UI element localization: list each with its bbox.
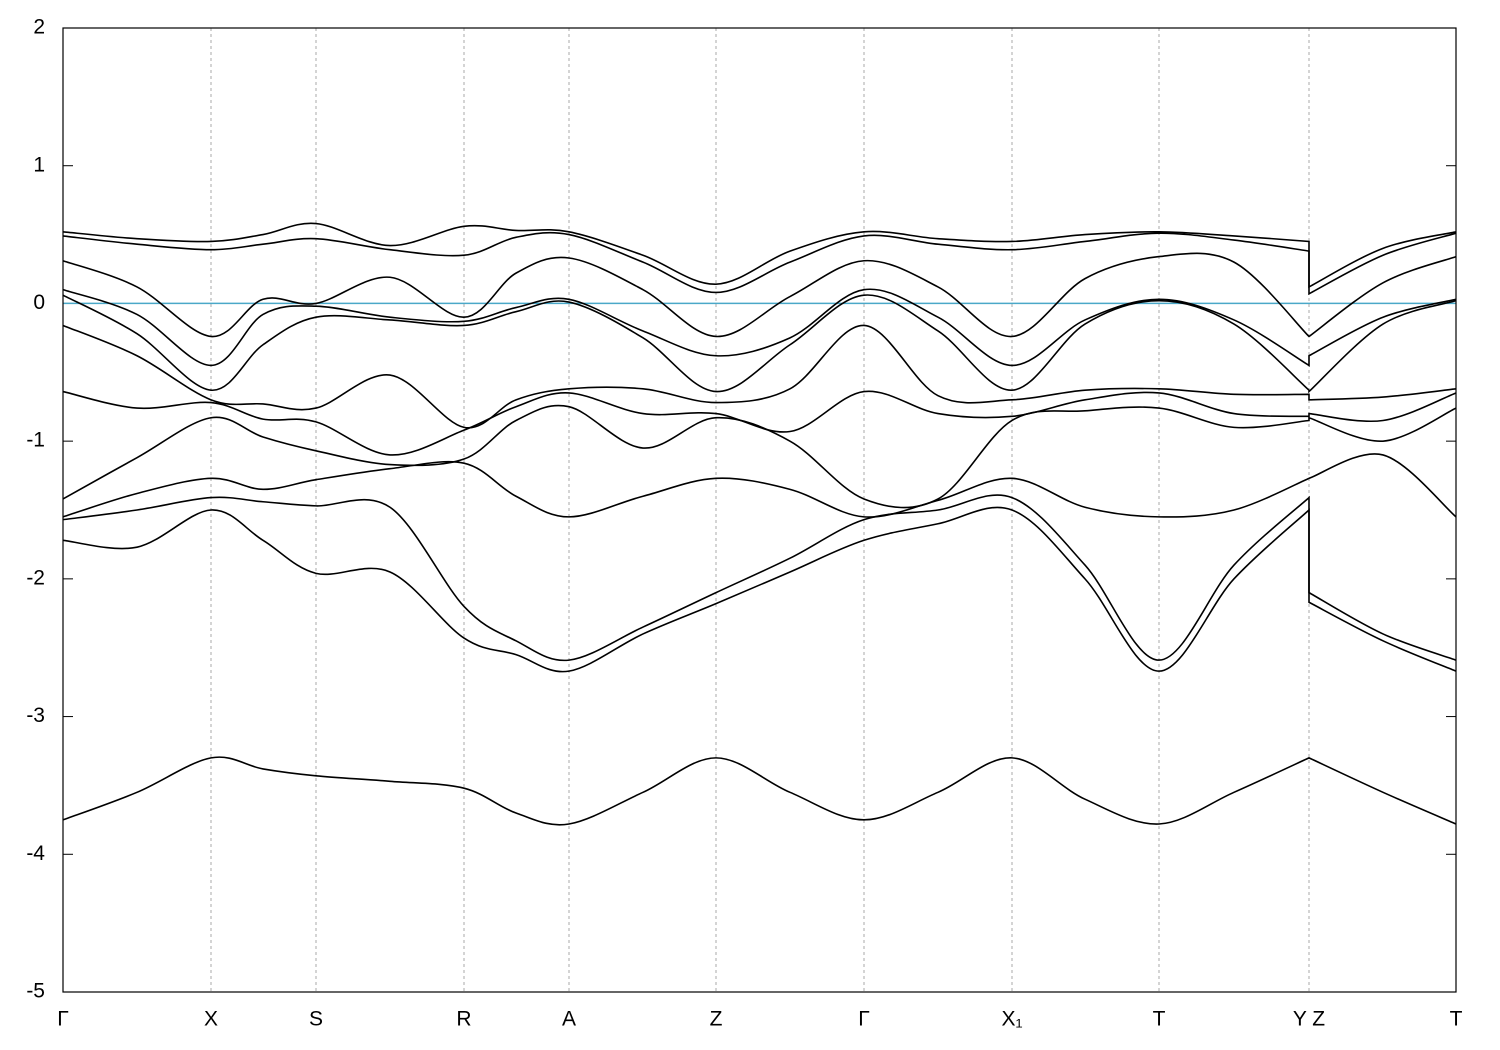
band-line (62, 404, 1457, 509)
band-line (62, 324, 1457, 429)
band-line (62, 294, 1457, 394)
x-tick-label: Γ (57, 1008, 69, 1031)
y-tick-label: 1 (33, 153, 45, 176)
band-line (62, 494, 1457, 662)
x-tick-label: X₁ (1001, 1008, 1022, 1031)
band-line (62, 390, 1457, 456)
y-tick-label: -4 (26, 842, 45, 865)
band-line (62, 252, 1457, 338)
x-tick-label: Γ (858, 1008, 870, 1031)
plot-frame (62, 27, 1457, 993)
x-tick-label: S (309, 1008, 323, 1031)
band-line (62, 756, 1457, 826)
y-tick-label: -5 (26, 980, 45, 1003)
x-tick-label: R (456, 1008, 471, 1031)
y-tick-label: -2 (26, 566, 45, 589)
band-line (62, 453, 1457, 518)
y-tick-label: 0 (33, 291, 45, 314)
x-tick-label: Y Z (1293, 1008, 1325, 1031)
x-tick-label: X (204, 1008, 218, 1031)
y-tick-label: 2 (33, 16, 45, 39)
band-line (62, 506, 1457, 673)
band-line (62, 231, 1457, 296)
y-tick-label: -3 (26, 704, 45, 727)
band-line (62, 288, 1457, 367)
x-tick-label: A (562, 1008, 576, 1031)
band-line (62, 222, 1457, 289)
x-tick-label: Z (710, 1008, 723, 1031)
y-tick-label: -1 (26, 429, 45, 452)
x-tick-label: T (1450, 1008, 1463, 1031)
x-tick-label: T (1153, 1008, 1166, 1031)
